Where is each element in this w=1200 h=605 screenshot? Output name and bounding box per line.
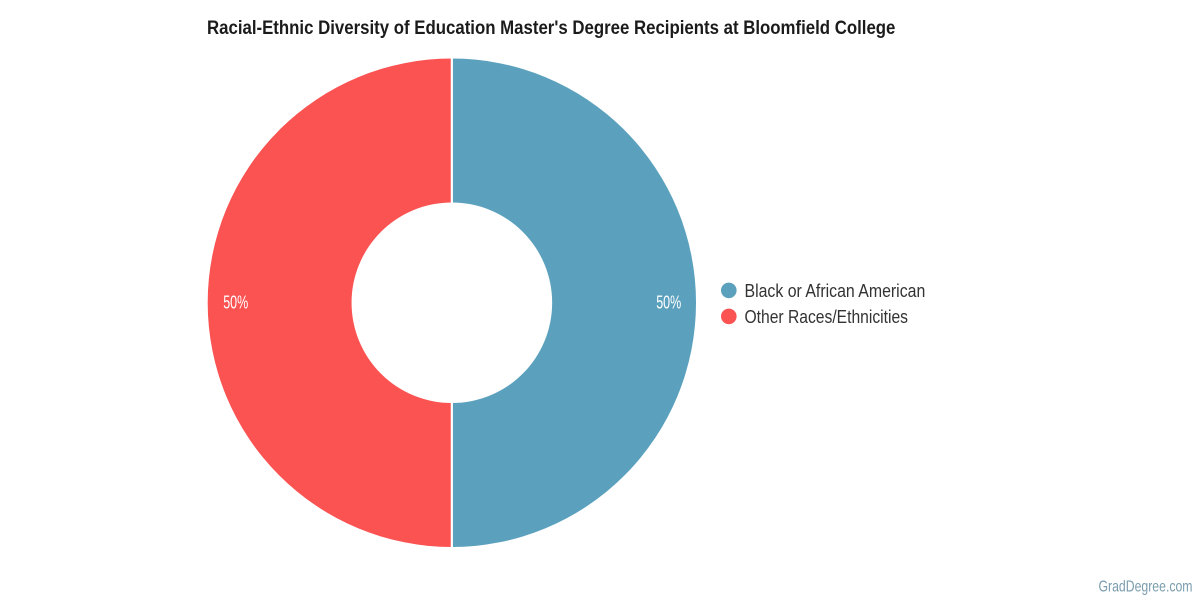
svg-text:50%: 50%	[223, 293, 248, 313]
svg-text:Racial-Ethnic Diversity of Edu: Racial-Ethnic Diversity of Education Mas…	[207, 18, 895, 39]
svg-text:50%: 50%	[656, 293, 681, 313]
svg-text:Black or African American: Black or African American	[745, 281, 926, 301]
svg-text:Other Races/Ethnicities: Other Races/Ethnicities	[745, 307, 909, 327]
svg-text:GradDegree.com: GradDegree.com	[1099, 579, 1193, 596]
